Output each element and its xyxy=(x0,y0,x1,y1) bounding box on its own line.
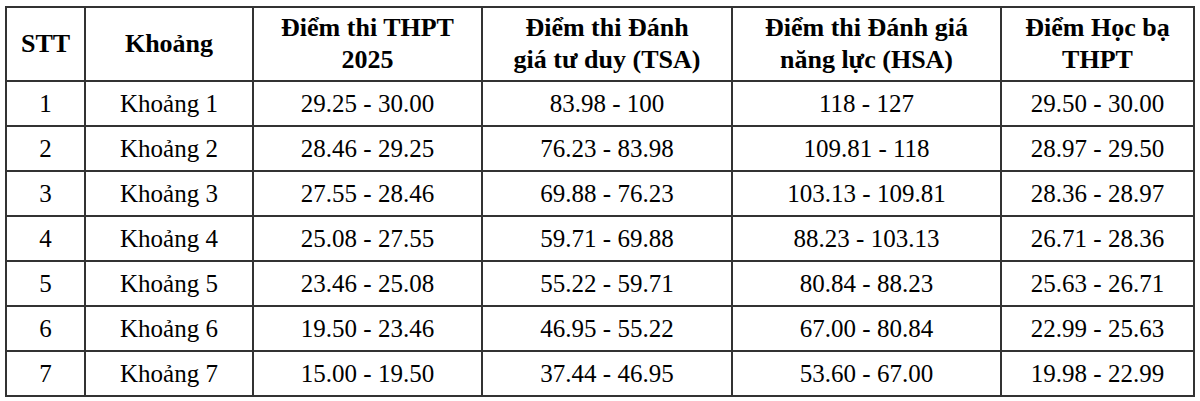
cell-khoang: Khoảng 4 xyxy=(85,216,253,261)
table-row: 3Khoảng 327.55 - 28.4669.88 - 76.23103.1… xyxy=(6,171,1194,216)
cell-hocba: 28.97 - 29.50 xyxy=(1001,126,1194,171)
cell-tsa: 59.71 - 69.88 xyxy=(482,216,732,261)
cell-khoang: Khoảng 1 xyxy=(85,81,253,126)
cell-hsa: 67.00 - 80.84 xyxy=(732,306,1001,351)
column-header-thpt2025: Điểm thi THPT 2025 xyxy=(253,7,482,81)
cell-hocba: 22.99 - 25.63 xyxy=(1001,306,1194,351)
cell-hsa: 109.81 - 118 xyxy=(732,126,1001,171)
table-row: 4Khoảng 425.08 - 27.5559.71 - 69.8888.23… xyxy=(6,216,1194,261)
table-row: 5Khoảng 523.46 - 25.0855.22 - 59.7180.84… xyxy=(6,261,1194,306)
cell-thpt2025: 27.55 - 28.46 xyxy=(253,171,482,216)
cell-hsa: 103.13 - 109.81 xyxy=(732,171,1001,216)
cell-tsa: 76.23 - 83.98 xyxy=(482,126,732,171)
column-header-hsa: Điểm thi Đánh giá năng lực (HSA) xyxy=(732,7,1001,81)
cell-khoang: Khoảng 6 xyxy=(85,306,253,351)
column-header-tsa: Điểm thi Đánh giá tư duy (TSA) xyxy=(482,7,732,81)
cell-stt: 1 xyxy=(6,81,85,126)
cell-tsa: 55.22 - 59.71 xyxy=(482,261,732,306)
cell-khoang: Khoảng 7 xyxy=(85,351,253,396)
cell-thpt2025: 29.25 - 30.00 xyxy=(253,81,482,126)
cell-thpt2025: 19.50 - 23.46 xyxy=(253,306,482,351)
cell-khoang: Khoảng 3 xyxy=(85,171,253,216)
cell-tsa: 83.98 - 100 xyxy=(482,81,732,126)
cell-thpt2025: 23.46 - 25.08 xyxy=(253,261,482,306)
cell-thpt2025: 25.08 - 27.55 xyxy=(253,216,482,261)
cell-hsa: 80.84 - 88.23 xyxy=(732,261,1001,306)
cell-khoang: Khoảng 2 xyxy=(85,126,253,171)
table-body: 1Khoảng 129.25 - 30.0083.98 - 100118 - 1… xyxy=(6,81,1194,396)
cell-hocba: 26.71 - 28.36 xyxy=(1001,216,1194,261)
column-header-khoang: Khoảng xyxy=(85,7,253,81)
table-row: 1Khoảng 129.25 - 30.0083.98 - 100118 - 1… xyxy=(6,81,1194,126)
cell-thpt2025: 15.00 - 19.50 xyxy=(253,351,482,396)
cell-khoang: Khoảng 5 xyxy=(85,261,253,306)
table-row: 7Khoảng 715.00 - 19.5037.44 - 46.9553.60… xyxy=(6,351,1194,396)
table-row: 2Khoảng 228.46 - 29.2576.23 - 83.98109.8… xyxy=(6,126,1194,171)
table-row: 6Khoảng 619.50 - 23.4646.95 - 55.2267.00… xyxy=(6,306,1194,351)
cell-tsa: 69.88 - 76.23 xyxy=(482,171,732,216)
cell-stt: 6 xyxy=(6,306,85,351)
cell-hsa: 88.23 - 103.13 xyxy=(732,216,1001,261)
cell-tsa: 46.95 - 55.22 xyxy=(482,306,732,351)
column-header-hocba: Điểm Học bạ THPT xyxy=(1001,7,1194,81)
column-header-stt: STT xyxy=(6,7,85,81)
score-conversion-table: STT Khoảng Điểm thi THPT 2025 Điểm thi Đ… xyxy=(5,6,1195,397)
cell-hocba: 19.98 - 22.99 xyxy=(1001,351,1194,396)
cell-thpt2025: 28.46 - 29.25 xyxy=(253,126,482,171)
cell-stt: 3 xyxy=(6,171,85,216)
cell-stt: 2 xyxy=(6,126,85,171)
cell-stt: 5 xyxy=(6,261,85,306)
cell-tsa: 37.44 - 46.95 xyxy=(482,351,732,396)
cell-hsa: 118 - 127 xyxy=(732,81,1001,126)
header-row: STT Khoảng Điểm thi THPT 2025 Điểm thi Đ… xyxy=(6,7,1194,81)
score-conversion-table-container: STT Khoảng Điểm thi THPT 2025 Điểm thi Đ… xyxy=(5,6,1195,397)
cell-stt: 7 xyxy=(6,351,85,396)
cell-hocba: 25.63 - 26.71 xyxy=(1001,261,1194,306)
cell-hocba: 28.36 - 28.97 xyxy=(1001,171,1194,216)
cell-stt: 4 xyxy=(6,216,85,261)
cell-hsa: 53.60 - 67.00 xyxy=(732,351,1001,396)
cell-hocba: 29.50 - 30.00 xyxy=(1001,81,1194,126)
